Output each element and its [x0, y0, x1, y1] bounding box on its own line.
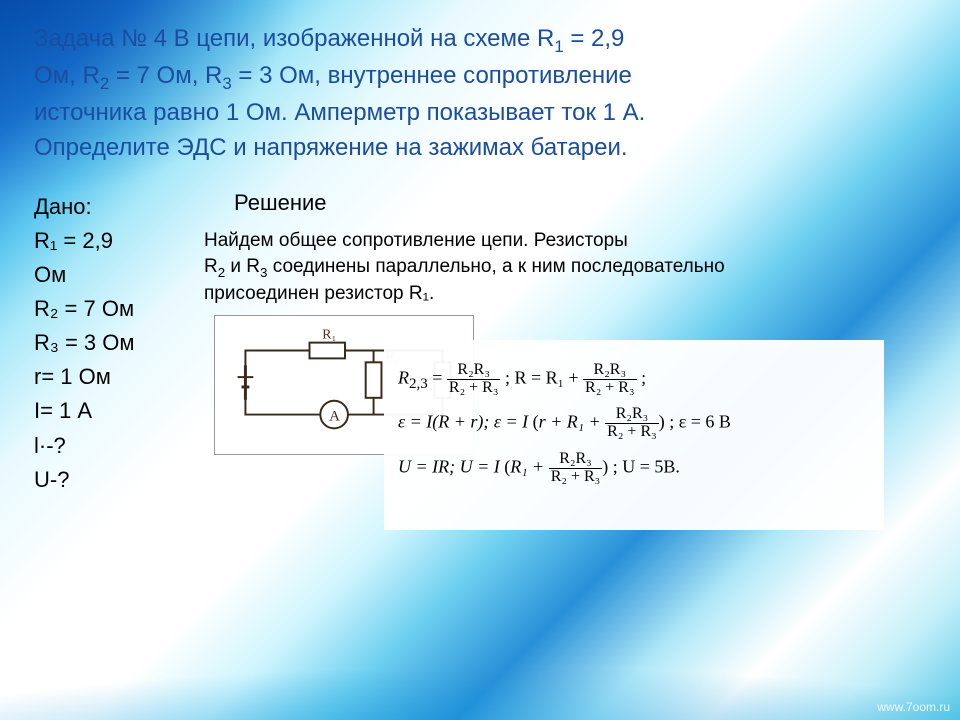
f1-d2: R₂ + R₃ [583, 380, 637, 397]
solution-text: Найдем общее сопротивление цепи. Резисто… [204, 228, 930, 307]
sub-1: 1 [554, 37, 563, 56]
f3-a: U = IR; U = I [398, 456, 500, 476]
given-block: Дано: R₁ = 2,9 Ом R₂ = 7 Ом R₃ = 3 Ом r=… [34, 190, 194, 497]
problem-line1a: В цепи, изображенной на схеме R [167, 25, 554, 52]
f3-d: R₂ + R₃ [549, 469, 603, 486]
problem-r3val: = 3 Ом, внутреннее сопротивление [232, 62, 632, 89]
sol-p2a: R [204, 256, 218, 277]
problem-r2val: = 7 Ом, R [109, 62, 222, 89]
given-q2: U-? [34, 463, 194, 497]
problem-line2a: Ом, R [34, 62, 100, 89]
given-title: Дано: [34, 190, 194, 224]
formula-row2: ε = I(R + r); ε = I (r + R₁ + R₂R₃R₂ + R… [398, 406, 870, 441]
f1-lsub: 2,3 [409, 376, 428, 392]
sol-p2b: и R [225, 256, 260, 277]
given-q1: Ɩ·-? [34, 429, 194, 463]
slide-content: Задача № 4 В цепи, изображенной на схеме… [0, 0, 960, 507]
f2-a: ε = I(R + r); ε = I [398, 412, 528, 432]
given-r1u: Ом [34, 258, 194, 292]
solution-title: Решение [204, 190, 930, 216]
f1-mid: ; R = R₁ + [505, 367, 583, 387]
formula-row3: U = IR; U = I (R₁ + R₂R₃R₂ + R₃) ; U = 5… [398, 451, 870, 486]
problem-line3: источника равно 1 Ом. Амперметр показыва… [34, 99, 645, 126]
lower-row: Дано: R₁ = 2,9 Ом R₂ = 7 Ом R₃ = 3 Ом r=… [34, 190, 930, 497]
formula-box: R2,3 = R₂R₃R₂ + R₃ ; R = R₁ + R₂R₃R₂ + R… [384, 340, 884, 530]
f3-end: ; U = 5В. [613, 456, 680, 476]
given-r3: R₃ = 3 Ом [34, 326, 194, 360]
solution-block: Решение Найдем общее сопротивление цепи.… [204, 190, 930, 497]
sub-3: 3 [222, 74, 231, 93]
sol-p2c: соединены параллельно, а к ним последова… [267, 256, 724, 277]
f1-n2: R₂R₃ [583, 362, 637, 380]
f2-end: ; ε = 6 В [669, 412, 731, 432]
f1-d1: R₂ + R₃ [447, 380, 501, 397]
lbl-a: A [329, 408, 340, 424]
f2-d: R₂ + R₃ [605, 424, 659, 441]
sol-p3: присоединен резистор R₁. [204, 283, 434, 304]
f3-in: R₁ + [510, 456, 548, 476]
given-r1: R₁ = 2,9 [34, 224, 194, 258]
lbl-r1: R₁ [322, 327, 336, 342]
f1-n1: R₂R₃ [447, 362, 501, 380]
f1-end: ; [641, 367, 646, 387]
f3-n: R₂R₃ [549, 451, 603, 469]
bg-accent-bottom [0, 500, 960, 720]
given-r2: R₂ = 7 Ом [34, 292, 194, 326]
problem-line4: Определите ЭДС и напряжение на зажимах б… [34, 134, 628, 161]
formula-row1: R2,3 = R₂R₃R₂ + R₃ ; R = R₁ + R₂R₃R₂ + R… [398, 362, 870, 397]
problem-r1val: = 2,9 [564, 25, 625, 52]
f1-l: R [398, 367, 409, 387]
f2-n: R₂R₃ [605, 406, 659, 424]
problem-text: Задача № 4 В цепи, изображенной на схеме… [34, 22, 930, 166]
sol-p1: Найдем общее сопротивление цепи. Резисто… [204, 230, 628, 251]
watermark: www.7oom.ru [877, 700, 950, 714]
sub-2: 2 [100, 74, 109, 93]
f2-in: r + R₁ + [539, 412, 606, 432]
task-number: Задача № 4 [34, 25, 167, 52]
given-i: I= 1 А [34, 394, 194, 428]
given-ri: r= 1 Ом [34, 360, 194, 394]
